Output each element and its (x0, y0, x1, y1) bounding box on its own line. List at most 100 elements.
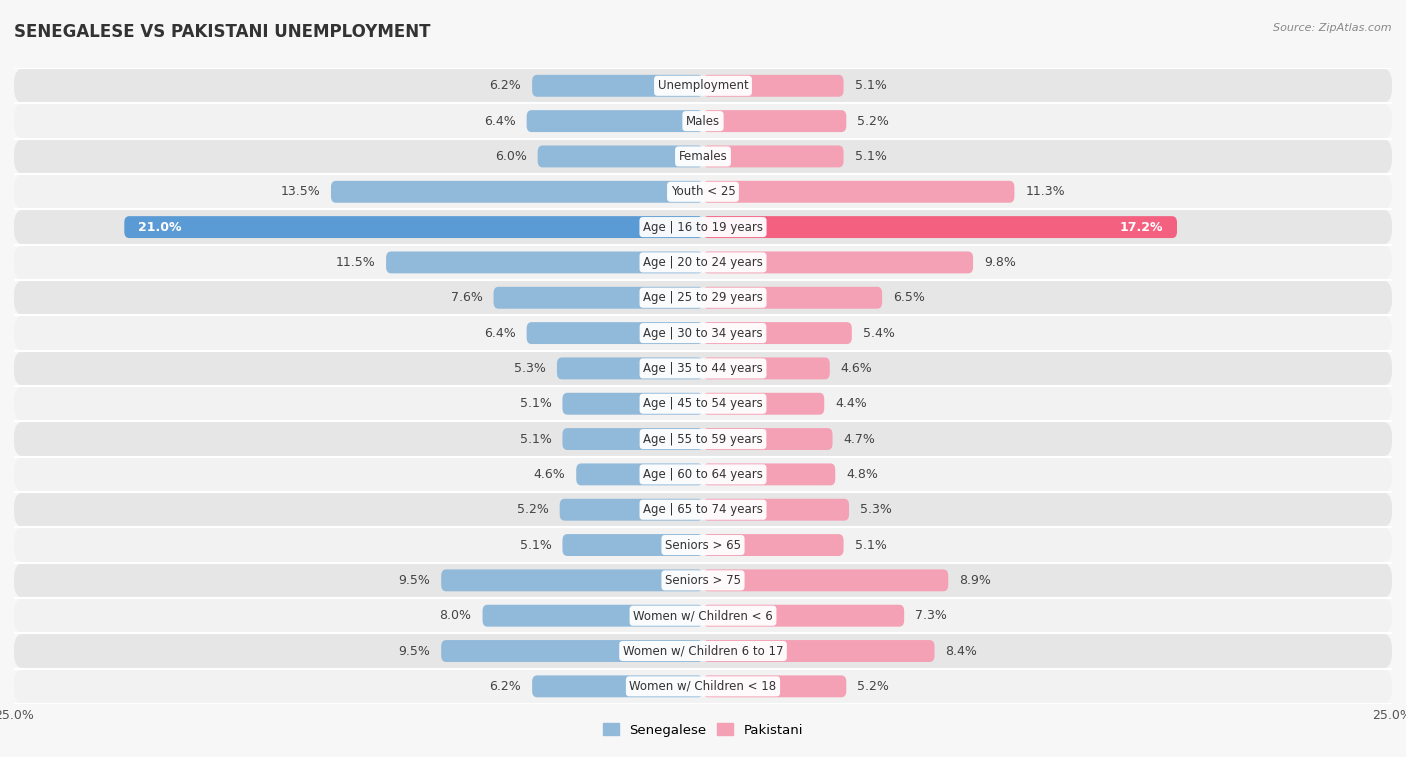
Legend: Senegalese, Pakistani: Senegalese, Pakistani (598, 718, 808, 742)
Text: 21.0%: 21.0% (138, 220, 181, 234)
FancyBboxPatch shape (14, 386, 1392, 422)
FancyBboxPatch shape (441, 640, 703, 662)
Text: 6.0%: 6.0% (495, 150, 527, 163)
Text: 8.0%: 8.0% (440, 609, 471, 622)
FancyBboxPatch shape (14, 598, 1392, 634)
FancyBboxPatch shape (14, 280, 1392, 316)
FancyBboxPatch shape (703, 393, 824, 415)
Text: 13.5%: 13.5% (280, 185, 321, 198)
FancyBboxPatch shape (14, 245, 1392, 280)
FancyBboxPatch shape (703, 181, 1014, 203)
FancyBboxPatch shape (14, 668, 1392, 704)
Text: Seniors > 75: Seniors > 75 (665, 574, 741, 587)
FancyBboxPatch shape (703, 287, 882, 309)
FancyBboxPatch shape (537, 145, 703, 167)
Text: Age | 35 to 44 years: Age | 35 to 44 years (643, 362, 763, 375)
Text: Age | 20 to 24 years: Age | 20 to 24 years (643, 256, 763, 269)
FancyBboxPatch shape (703, 428, 832, 450)
FancyBboxPatch shape (703, 357, 830, 379)
Text: 4.6%: 4.6% (841, 362, 873, 375)
FancyBboxPatch shape (703, 463, 835, 485)
FancyBboxPatch shape (14, 422, 1392, 456)
Text: 5.2%: 5.2% (858, 680, 889, 693)
FancyBboxPatch shape (703, 640, 935, 662)
Text: 5.3%: 5.3% (515, 362, 546, 375)
FancyBboxPatch shape (560, 499, 703, 521)
Text: Age | 25 to 29 years: Age | 25 to 29 years (643, 291, 763, 304)
FancyBboxPatch shape (531, 75, 703, 97)
Text: Women w/ Children < 18: Women w/ Children < 18 (630, 680, 776, 693)
FancyBboxPatch shape (494, 287, 703, 309)
Text: 5.1%: 5.1% (855, 150, 886, 163)
Text: Women w/ Children 6 to 17: Women w/ Children 6 to 17 (623, 644, 783, 658)
Text: 4.7%: 4.7% (844, 432, 876, 446)
Text: 8.4%: 8.4% (945, 644, 977, 658)
FancyBboxPatch shape (14, 456, 1392, 492)
Text: 7.6%: 7.6% (451, 291, 482, 304)
Text: 5.1%: 5.1% (855, 538, 886, 552)
FancyBboxPatch shape (531, 675, 703, 697)
FancyBboxPatch shape (562, 534, 703, 556)
Text: 9.8%: 9.8% (984, 256, 1017, 269)
FancyBboxPatch shape (14, 492, 1392, 528)
FancyBboxPatch shape (124, 217, 703, 238)
FancyBboxPatch shape (562, 428, 703, 450)
Text: 9.5%: 9.5% (398, 644, 430, 658)
FancyBboxPatch shape (576, 463, 703, 485)
Text: 4.4%: 4.4% (835, 397, 868, 410)
Text: 4.6%: 4.6% (533, 468, 565, 481)
FancyBboxPatch shape (703, 605, 904, 627)
Text: 11.3%: 11.3% (1025, 185, 1066, 198)
Text: Age | 30 to 34 years: Age | 30 to 34 years (643, 326, 763, 340)
FancyBboxPatch shape (14, 68, 1392, 104)
Text: 5.2%: 5.2% (517, 503, 548, 516)
FancyBboxPatch shape (703, 75, 844, 97)
Text: 8.9%: 8.9% (959, 574, 991, 587)
FancyBboxPatch shape (387, 251, 703, 273)
FancyBboxPatch shape (14, 104, 1392, 139)
Text: Males: Males (686, 114, 720, 128)
FancyBboxPatch shape (703, 534, 844, 556)
FancyBboxPatch shape (557, 357, 703, 379)
FancyBboxPatch shape (527, 111, 703, 132)
Text: 5.3%: 5.3% (860, 503, 891, 516)
FancyBboxPatch shape (703, 145, 844, 167)
Text: Age | 45 to 54 years: Age | 45 to 54 years (643, 397, 763, 410)
Text: 5.1%: 5.1% (520, 538, 551, 552)
Text: Women w/ Children < 6: Women w/ Children < 6 (633, 609, 773, 622)
Text: Age | 55 to 59 years: Age | 55 to 59 years (643, 432, 763, 446)
Text: Unemployment: Unemployment (658, 79, 748, 92)
FancyBboxPatch shape (703, 111, 846, 132)
Text: Age | 16 to 19 years: Age | 16 to 19 years (643, 220, 763, 234)
FancyBboxPatch shape (14, 562, 1392, 598)
FancyBboxPatch shape (482, 605, 703, 627)
FancyBboxPatch shape (14, 528, 1392, 562)
Text: SENEGALESE VS PAKISTANI UNEMPLOYMENT: SENEGALESE VS PAKISTANI UNEMPLOYMENT (14, 23, 430, 41)
Text: 7.3%: 7.3% (915, 609, 948, 622)
FancyBboxPatch shape (14, 634, 1392, 668)
FancyBboxPatch shape (703, 569, 948, 591)
Text: Youth < 25: Youth < 25 (671, 185, 735, 198)
Text: 6.2%: 6.2% (489, 680, 522, 693)
FancyBboxPatch shape (441, 569, 703, 591)
Text: Seniors > 65: Seniors > 65 (665, 538, 741, 552)
Text: 6.4%: 6.4% (484, 326, 516, 340)
FancyBboxPatch shape (14, 316, 1392, 350)
Text: 5.1%: 5.1% (855, 79, 886, 92)
Text: Source: ZipAtlas.com: Source: ZipAtlas.com (1274, 23, 1392, 33)
Text: 6.4%: 6.4% (484, 114, 516, 128)
Text: 5.4%: 5.4% (863, 326, 894, 340)
FancyBboxPatch shape (14, 210, 1392, 245)
FancyBboxPatch shape (14, 174, 1392, 210)
FancyBboxPatch shape (703, 322, 852, 344)
Text: 5.1%: 5.1% (520, 432, 551, 446)
FancyBboxPatch shape (703, 675, 846, 697)
Text: 9.5%: 9.5% (398, 574, 430, 587)
FancyBboxPatch shape (562, 393, 703, 415)
Text: 5.1%: 5.1% (520, 397, 551, 410)
FancyBboxPatch shape (527, 322, 703, 344)
FancyBboxPatch shape (703, 499, 849, 521)
FancyBboxPatch shape (703, 251, 973, 273)
FancyBboxPatch shape (703, 217, 1177, 238)
Text: 4.8%: 4.8% (846, 468, 879, 481)
